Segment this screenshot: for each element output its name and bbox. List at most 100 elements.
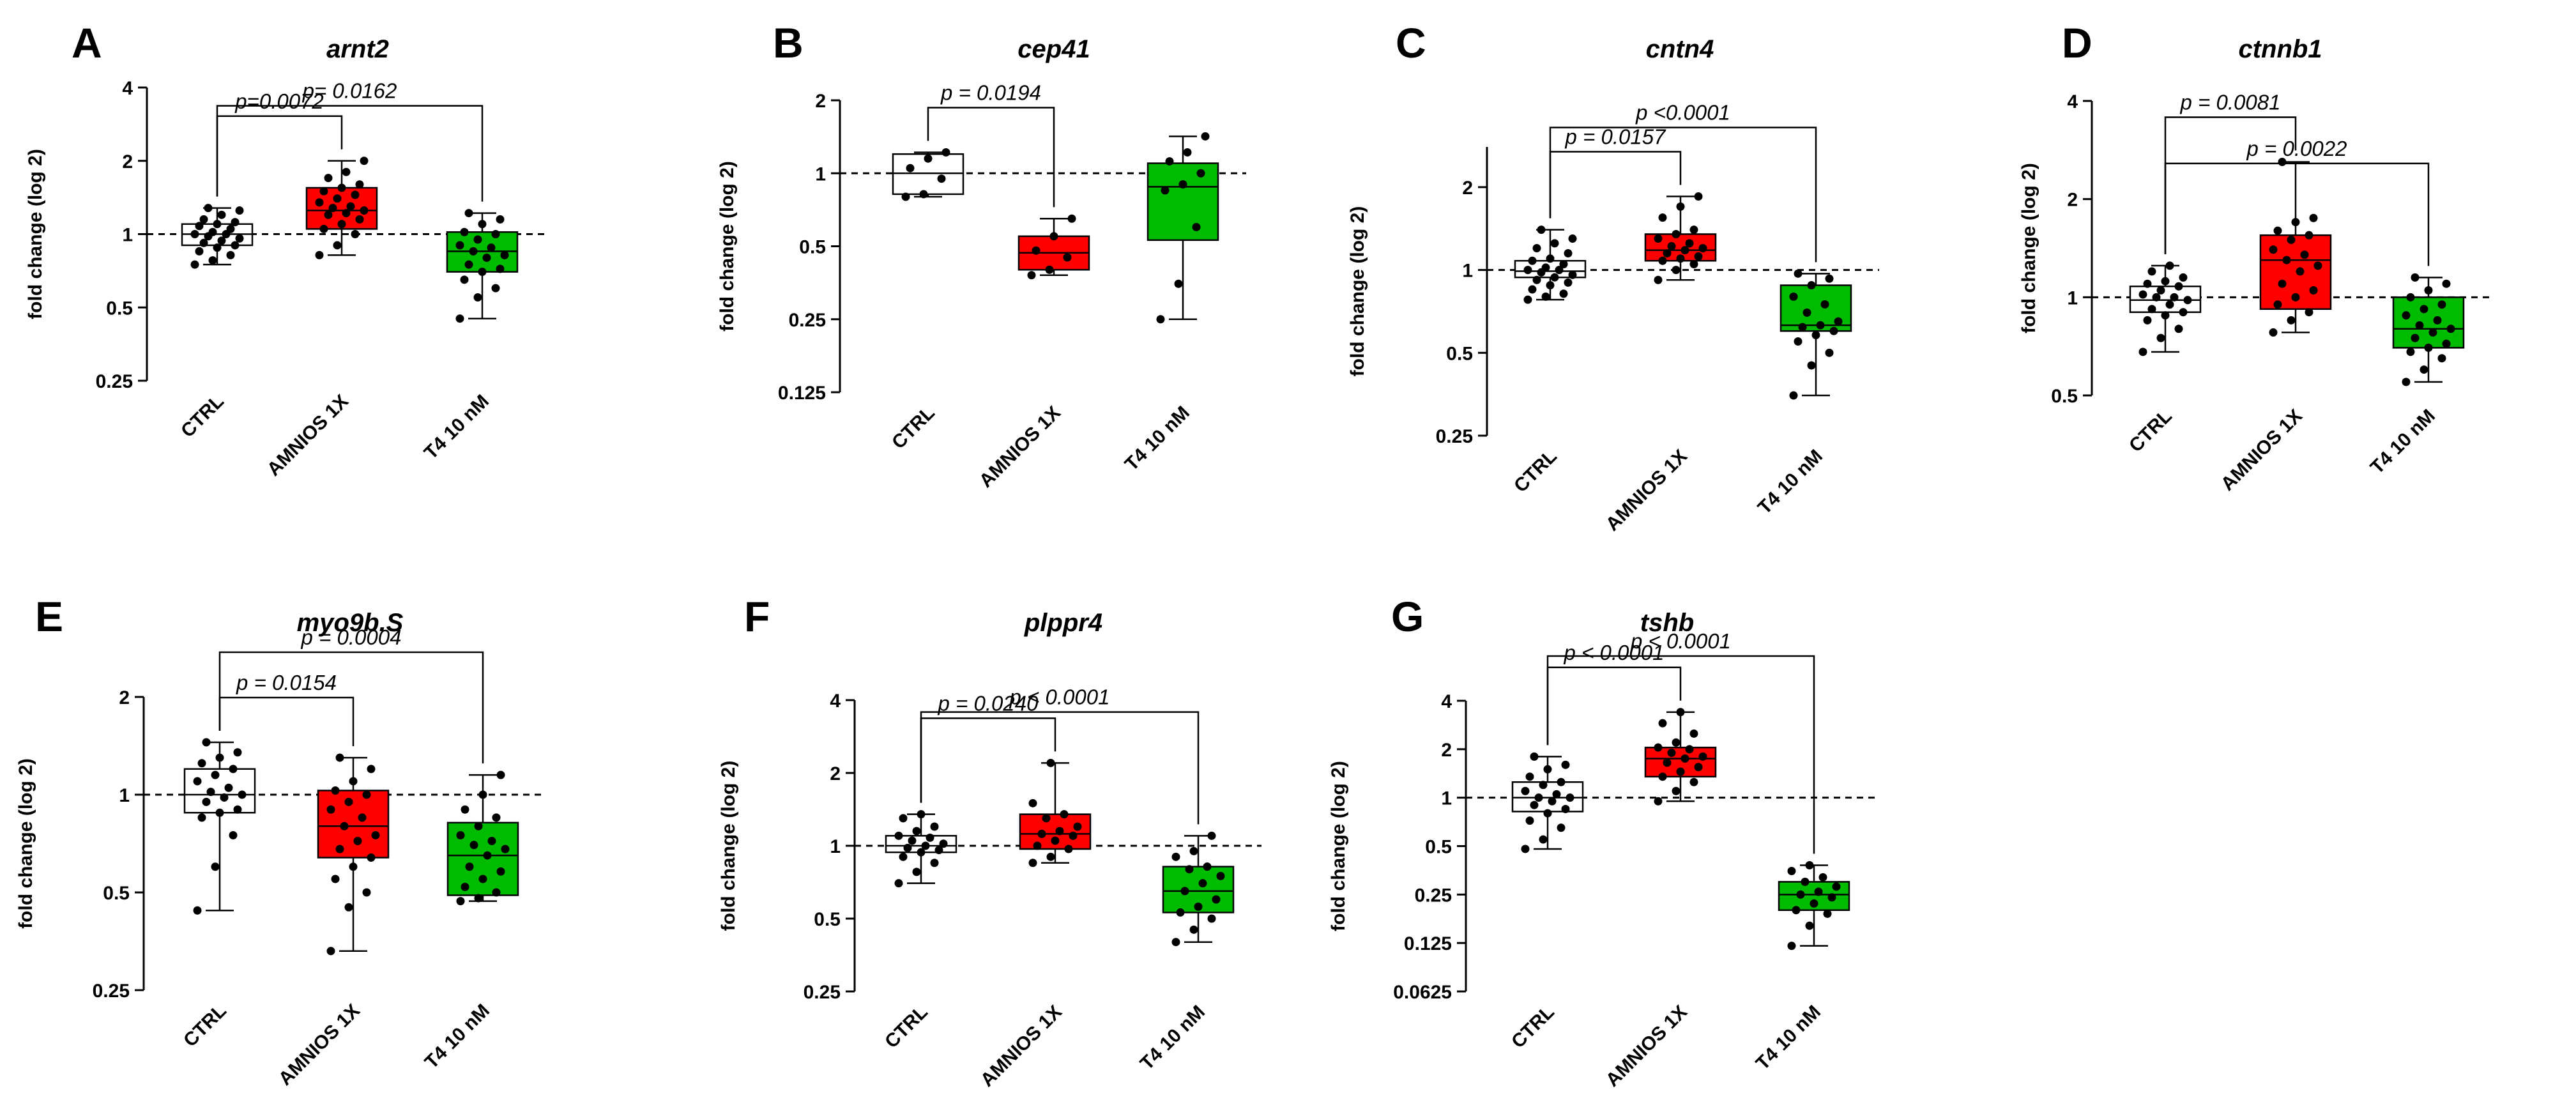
- data-point: [1801, 877, 1810, 886]
- data-point: [1689, 225, 1698, 234]
- data-point: [1676, 708, 1685, 717]
- data-point: [2170, 293, 2179, 302]
- data-point: [224, 783, 233, 792]
- box-t4: [1778, 861, 1850, 951]
- data-point: [473, 293, 482, 302]
- data-point: [1568, 270, 1577, 279]
- data-point: [899, 814, 908, 823]
- data-point: [2305, 308, 2313, 317]
- data-point: [326, 805, 335, 814]
- y-tick-label: 2: [122, 151, 133, 172]
- data-point: [1805, 861, 1814, 870]
- y-tick-label: 2: [119, 687, 130, 708]
- box-amnios: [1644, 192, 1717, 284]
- y-tick-label: 0.5: [106, 298, 133, 319]
- data-point: [1530, 800, 1539, 809]
- data-point: [894, 831, 903, 840]
- y-tick-label: 2: [830, 763, 841, 784]
- data-point: [206, 788, 215, 797]
- data-point: [190, 230, 199, 238]
- data-point: [331, 875, 340, 883]
- data-point: [1694, 192, 1703, 201]
- data-point: [903, 843, 912, 852]
- data-point: [456, 897, 465, 906]
- category-label: CTRL: [888, 402, 939, 454]
- bracket-line: [920, 717, 1056, 803]
- data-point: [478, 790, 487, 799]
- data-point: [213, 243, 222, 252]
- data-point: [1049, 232, 1058, 241]
- data-point: [199, 215, 208, 224]
- data-point: [211, 770, 220, 779]
- y-axis-label: fold change (log 2): [25, 149, 46, 319]
- data-point: [2437, 300, 2446, 309]
- data-point: [492, 888, 501, 897]
- data-point: [226, 224, 235, 233]
- data-point: [199, 238, 208, 247]
- data-point: [1667, 748, 1676, 757]
- data-point: [1820, 300, 1829, 309]
- box-t4: [1162, 831, 1235, 947]
- data-point: [2161, 277, 2170, 286]
- bracket-line: [218, 651, 484, 764]
- data-point: [202, 738, 211, 747]
- panel-letter: G: [1391, 593, 1424, 640]
- data-point: [461, 805, 469, 814]
- data-point: [2313, 261, 2322, 270]
- data-point: [469, 841, 478, 850]
- data-point: [930, 859, 939, 868]
- data-point: [2273, 226, 2282, 235]
- data-point: [917, 810, 926, 819]
- data-point: [478, 268, 487, 277]
- data-point: [215, 808, 224, 817]
- data-point: [1685, 745, 1694, 754]
- data-point: [333, 194, 342, 203]
- data-point: [355, 180, 364, 189]
- data-point: [474, 822, 483, 830]
- data-point: [2437, 354, 2446, 363]
- p-value-label: p = 0.0240: [938, 691, 1039, 715]
- data-point: [193, 777, 202, 786]
- y-tick-label: 0.25: [1415, 885, 1452, 906]
- data-point: [2406, 348, 2415, 356]
- data-point: [195, 247, 204, 256]
- data-point: [217, 236, 226, 245]
- category-label: AMNIOS 1X: [275, 1000, 364, 1090]
- y-axis-label: fold change (log 2): [717, 161, 738, 332]
- data-point: [1698, 244, 1707, 253]
- data-point: [1672, 229, 1680, 238]
- data-point: [1794, 269, 1802, 278]
- p-value-label: p < 0.0001: [1564, 641, 1665, 664]
- data-point: [1207, 914, 1216, 923]
- y-tick-label: 0.5: [799, 237, 826, 258]
- panel-letter: C: [1396, 19, 1426, 66]
- data-point: [1814, 887, 1823, 896]
- data-point: [1663, 248, 1672, 257]
- y-tick-label: 0.125: [1404, 933, 1452, 954]
- significance-bracket: p < 0.0001: [1546, 641, 1682, 745]
- data-point: [921, 841, 930, 850]
- data-point: [315, 250, 324, 259]
- data-point: [319, 187, 328, 195]
- data-point: [2411, 273, 2420, 282]
- data-point: [1546, 281, 1555, 290]
- data-point: [912, 827, 921, 836]
- data-point: [1156, 315, 1165, 324]
- data-point: [2138, 348, 2147, 356]
- data-point: [371, 831, 380, 840]
- data-point: [324, 210, 333, 219]
- data-point: [238, 790, 247, 799]
- y-tick-label: 1: [1462, 261, 1473, 282]
- significance-bracket: p < 0.0001: [920, 685, 1200, 825]
- category-label: AMNIOS 1X: [1602, 1002, 1691, 1091]
- data-point: [204, 204, 213, 213]
- data-point: [464, 260, 473, 269]
- data-point: [1189, 925, 1198, 934]
- p-value-label: p = 0.0022: [2246, 137, 2347, 160]
- data-point: [473, 235, 482, 244]
- bracket-line: [218, 696, 354, 747]
- data-point: [941, 148, 950, 157]
- data-point: [349, 777, 358, 786]
